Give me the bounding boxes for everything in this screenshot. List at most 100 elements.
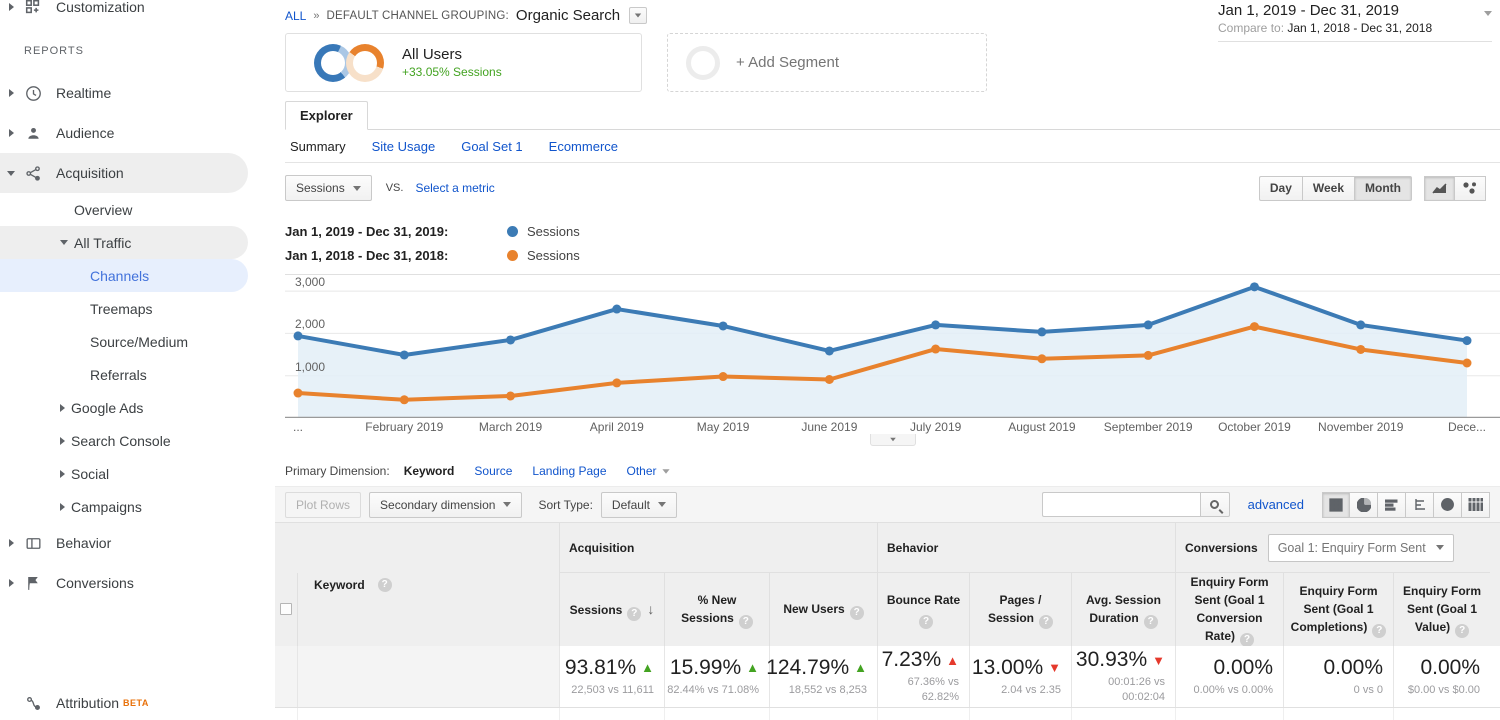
- search-input[interactable]: [1041, 492, 1200, 517]
- data-point[interactable]: [1356, 344, 1366, 354]
- date-range-picker[interactable]: Jan 1, 2019 - Dec 31, 2019 Compare to: J…: [1218, 2, 1492, 42]
- data-point[interactable]: [399, 395, 409, 405]
- help-icon[interactable]: ?: [377, 577, 392, 592]
- sort-descending-icon[interactable]: ↓: [647, 600, 655, 617]
- advanced-link[interactable]: advanced: [1247, 497, 1304, 512]
- help-icon[interactable]: ?: [1039, 614, 1054, 629]
- data-point[interactable]: [1462, 358, 1472, 368]
- dimension-source[interactable]: Source: [474, 464, 513, 478]
- dimension-other[interactable]: Other: [627, 464, 670, 478]
- column-header-enquiry-form-sent-goal-1-value[interactable]: Enquiry Form Sent (Goal 1 Value)?: [1402, 583, 1481, 638]
- week-button[interactable]: Week: [1301, 175, 1355, 201]
- table-row[interactable]: [275, 708, 1500, 720]
- data-point[interactable]: [1462, 336, 1472, 346]
- sidebar-item-source-medium[interactable]: Source/Medium: [90, 333, 189, 350]
- metric-select-button[interactable]: Sessions: [285, 175, 372, 201]
- row-checkbox[interactable]: [280, 603, 292, 615]
- expand-caret-icon[interactable]: [0, 539, 22, 547]
- search-button[interactable]: [1199, 492, 1230, 517]
- sidebar-item-treemaps[interactable]: Treemaps: [90, 300, 153, 317]
- expand-caret-icon[interactable]: [60, 436, 65, 445]
- dimension-landing-page[interactable]: Landing Page: [532, 464, 607, 478]
- data-point[interactable]: [1143, 350, 1153, 360]
- data-point[interactable]: [718, 372, 728, 382]
- sidebar-item-attribution[interactable]: Attribution BETA: [0, 683, 248, 720]
- data-point[interactable]: [612, 378, 622, 388]
- data-point[interactable]: [1143, 320, 1153, 330]
- goal-selector-dropdown[interactable]: Goal 1: Enquiry Form Sent: [1267, 533, 1454, 562]
- data-point[interactable]: [506, 391, 516, 401]
- data-point[interactable]: [1037, 327, 1047, 337]
- sidebar-item-customization[interactable]: Customization: [0, 0, 248, 21]
- column-header-bounce-rate[interactable]: Bounce Rate?: [878, 573, 970, 646]
- month-button[interactable]: Month: [1354, 175, 1412, 201]
- help-icon[interactable]: ?: [849, 605, 864, 620]
- column-header-sessions[interactable]: Sessions? ↓: [560, 573, 665, 646]
- sort-type-button[interactable]: Default: [600, 491, 677, 518]
- column-header-enquiry-form-sent-goal-1-conversion-rate[interactable]: Enquiry Form Sent (Goal 1 Conversion Rat…: [1176, 573, 1284, 647]
- sidebar-item-behavior[interactable]: Behavior: [0, 523, 248, 563]
- help-icon[interactable]: ?: [738, 614, 753, 629]
- data-point[interactable]: [506, 335, 516, 345]
- expand-caret-icon[interactable]: [0, 579, 22, 587]
- help-icon[interactable]: ?: [1240, 632, 1254, 647]
- expand-caret-icon[interactable]: [60, 502, 65, 511]
- data-point[interactable]: [931, 320, 941, 330]
- secondary-dimension-button[interactable]: Secondary dimension: [369, 491, 523, 518]
- help-icon[interactable]: ?: [919, 614, 933, 629]
- data-point[interactable]: [1249, 282, 1259, 292]
- dimension-keyword[interactable]: Keyword: [403, 464, 455, 478]
- plot-rows-button[interactable]: Plot Rows: [285, 491, 362, 518]
- sidebar-item-audience[interactable]: Audience: [0, 113, 248, 153]
- motion-chart-button[interactable]: [1455, 175, 1486, 201]
- column-header-new-sessions[interactable]: % New Sessions?: [665, 573, 770, 646]
- data-point[interactable]: [824, 375, 834, 384]
- sidebar-item-google-ads[interactable]: Google Ads: [0, 391, 248, 424]
- tab-explorer[interactable]: Explorer: [285, 101, 368, 130]
- data-point[interactable]: [1037, 354, 1047, 364]
- chart-collapse-tab[interactable]: [869, 434, 916, 446]
- select-a-metric-link[interactable]: Select a metric: [415, 181, 495, 195]
- data-point[interactable]: [399, 350, 409, 360]
- sidebar-item-all-traffic[interactable]: All Traffic: [0, 226, 248, 259]
- sidebar-item-conversions[interactable]: Conversions: [0, 563, 248, 603]
- subtab-goal-set-1[interactable]: Goal Set 1: [461, 138, 523, 154]
- sidebar-item-campaigns[interactable]: Campaigns: [0, 490, 248, 523]
- subtab-ecommerce[interactable]: Ecommerce: [548, 138, 619, 154]
- data-point[interactable]: [824, 346, 834, 356]
- sidebar-item-channels[interactable]: Channels: [0, 259, 248, 292]
- pivot-view-button[interactable]: [1462, 491, 1490, 518]
- data-point[interactable]: [293, 331, 303, 341]
- subtab-site-usage[interactable]: Site Usage: [371, 138, 436, 154]
- data-point[interactable]: [718, 321, 728, 331]
- expand-caret-icon[interactable]: [0, 3, 22, 11]
- day-button[interactable]: Day: [1258, 175, 1302, 201]
- column-header-pages-session[interactable]: Pages / Session?: [970, 573, 1072, 646]
- segment-all-users[interactable]: All Users +33.05% Sessions: [285, 33, 642, 92]
- channel-grouping-dropdown-button[interactable]: [629, 7, 648, 24]
- sidebar-item-referrals[interactable]: Referrals: [90, 366, 147, 383]
- help-icon[interactable]: ?: [1372, 623, 1387, 638]
- help-icon[interactable]: ?: [1455, 623, 1470, 638]
- column-header-keyword[interactable]: Keyword?: [314, 523, 392, 646]
- data-point[interactable]: [293, 388, 303, 398]
- column-header-new-users[interactable]: New Users?: [770, 573, 878, 646]
- data-point[interactable]: [931, 344, 941, 354]
- breadcrumb-all-link[interactable]: ALL: [285, 8, 307, 23]
- expand-caret-icon[interactable]: [0, 89, 22, 97]
- data-point[interactable]: [1249, 322, 1259, 332]
- data-view-button[interactable]: [1322, 491, 1350, 518]
- sidebar-item-social[interactable]: Social: [0, 457, 248, 490]
- sidebar-item-acquisition[interactable]: Acquisition: [0, 153, 248, 193]
- expand-caret-icon[interactable]: [0, 129, 22, 137]
- add-segment-button[interactable]: + Add Segment: [667, 33, 987, 92]
- column-header-avg-session-duration[interactable]: Avg. Session Duration?: [1072, 573, 1176, 646]
- collapse-caret-icon[interactable]: [60, 240, 68, 245]
- expand-caret-icon[interactable]: [60, 469, 65, 478]
- column-header-enquiry-form-sent-goal-1-completions[interactable]: Enquiry Form Sent (Goal 1 Completions)?: [1284, 573, 1394, 646]
- expand-caret-icon[interactable]: [60, 403, 65, 412]
- term-cloud-view-button[interactable]: [1434, 491, 1462, 518]
- comparison-view-button[interactable]: [1406, 491, 1434, 518]
- data-point[interactable]: [612, 304, 622, 314]
- collapse-caret-icon[interactable]: [0, 170, 22, 176]
